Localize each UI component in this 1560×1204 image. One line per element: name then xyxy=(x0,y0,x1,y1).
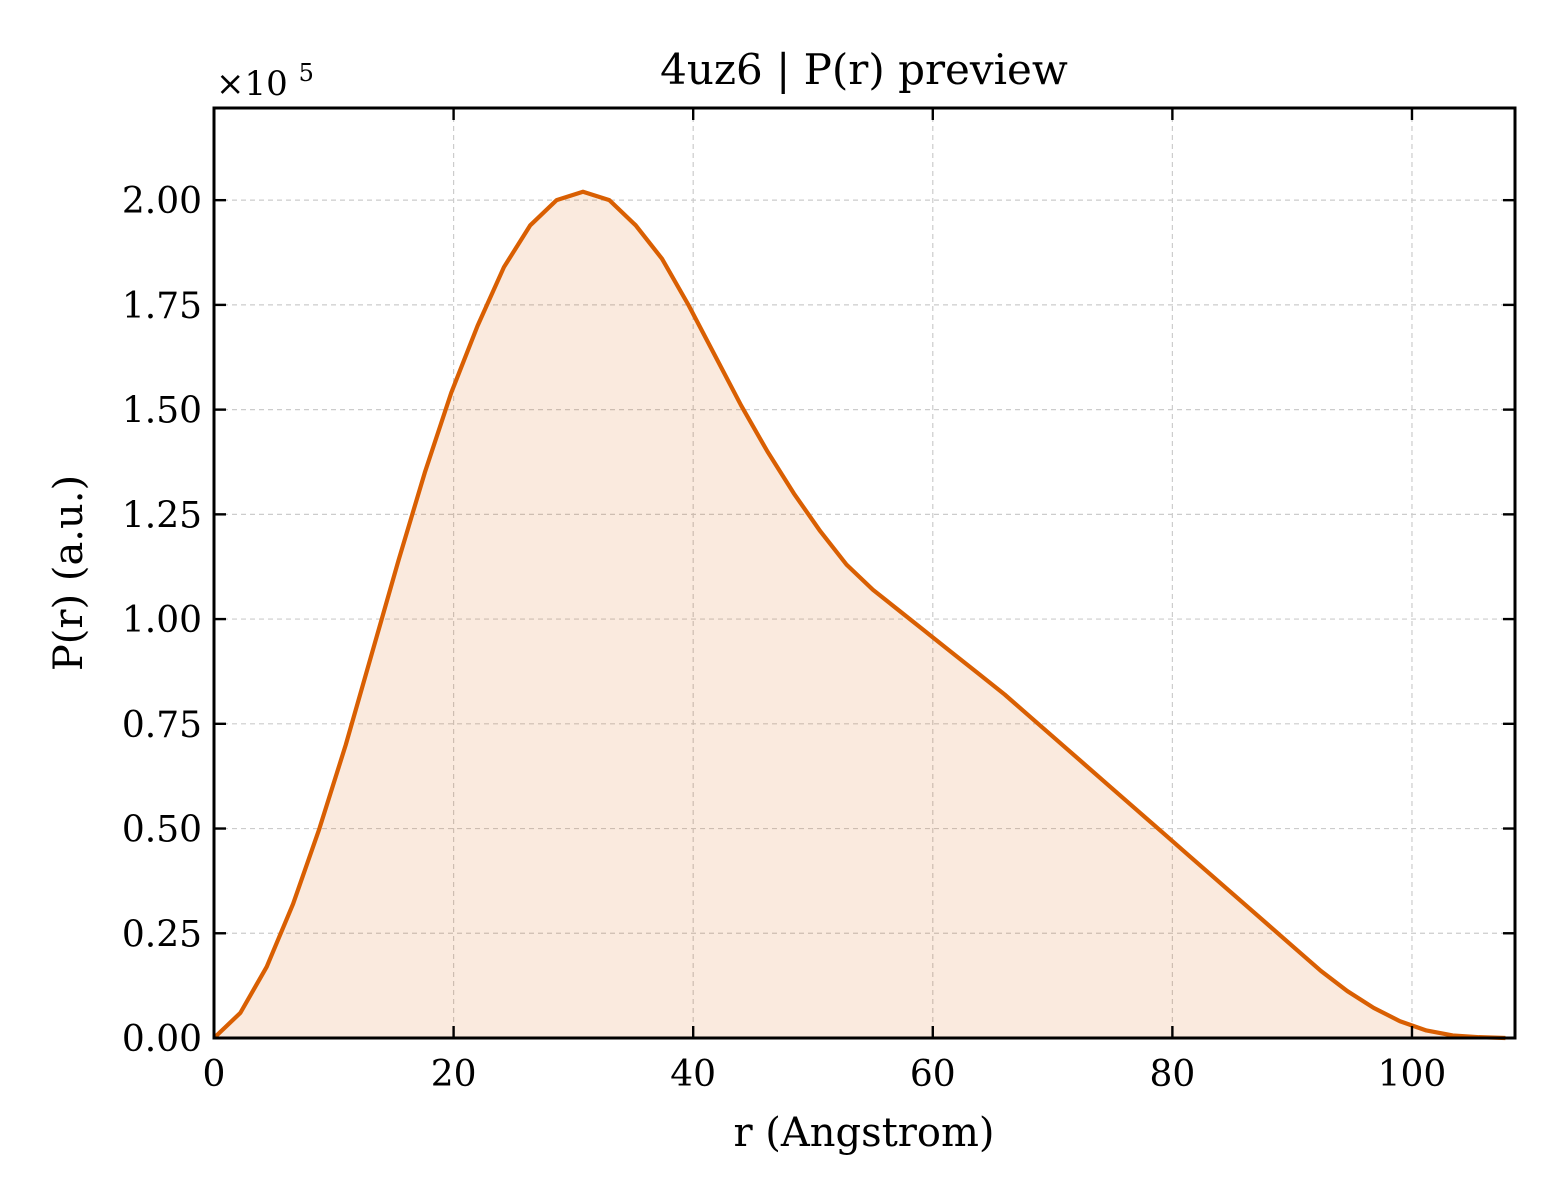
x-tick-label: 100 xyxy=(1378,1054,1447,1095)
pr-area-fill xyxy=(214,192,1505,1038)
x-tick-labels: 0 20 40 60 80 100 xyxy=(203,1054,1447,1095)
y-tick-label: 0.25 xyxy=(122,914,202,955)
y-tick-labels: 0.00 0.25 0.50 0.75 1.00 1.25 1.50 1.75 2.00 xyxy=(122,181,202,1060)
x-tick-label: 20 xyxy=(431,1054,477,1095)
y-scale-multiplier-base: ×10 xyxy=(216,64,288,104)
x-tick-label: 60 xyxy=(910,1054,956,1095)
y-tick-label: 0.75 xyxy=(122,705,202,746)
x-tick-label: 40 xyxy=(670,1054,716,1095)
x-tick-label: 80 xyxy=(1149,1054,1195,1095)
y-tick-label: 1.00 xyxy=(122,600,202,641)
y-tick-label: 1.25 xyxy=(122,495,202,536)
x-axis-label: r (Angstrom) xyxy=(733,1110,994,1156)
x-tick-label: 0 xyxy=(203,1054,226,1095)
y-tick-label: 0.00 xyxy=(122,1019,202,1060)
y-scale-multiplier: ×10 5 xyxy=(216,59,314,104)
y-axis-label: P(r) (a.u.) xyxy=(46,475,92,671)
y-scale-multiplier-exponent: 5 xyxy=(299,59,314,87)
y-tick-label: 2.00 xyxy=(122,181,202,222)
y-tick-label: 1.50 xyxy=(122,391,202,432)
y-tick-label: 1.75 xyxy=(122,286,202,327)
chart-title: 4uz6 | P(r) preview xyxy=(660,45,1068,94)
y-tick-label: 0.50 xyxy=(122,810,202,851)
